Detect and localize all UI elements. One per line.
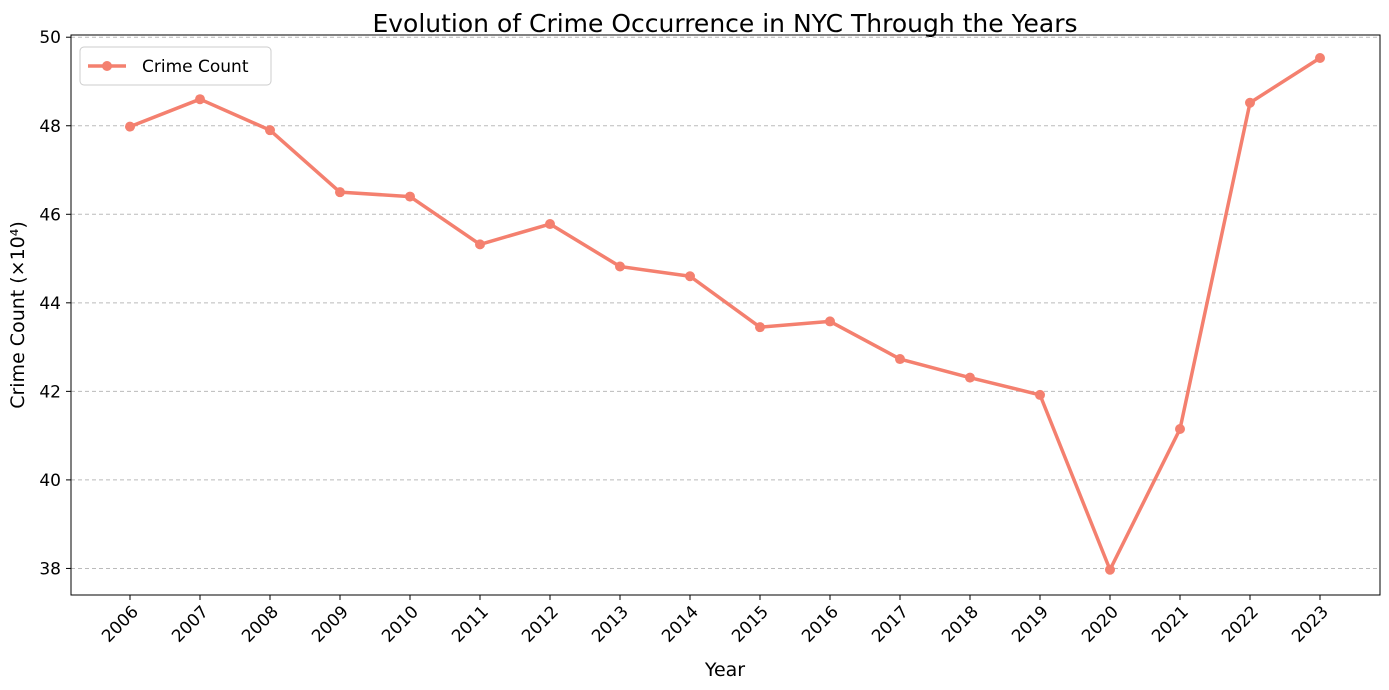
- x-tick-label: 2015: [728, 602, 773, 647]
- y-tick-label: 48: [39, 117, 61, 137]
- legend-box: [79, 46, 272, 86]
- data-point: [755, 322, 765, 333]
- data-point: [965, 372, 975, 383]
- y-tick-label: 38: [39, 559, 61, 579]
- x-tick-label: 2008: [238, 602, 283, 647]
- x-tick-label: 2023: [1288, 602, 1333, 647]
- x-tick-label: 2009: [308, 602, 353, 647]
- x-axis-label: Year: [704, 659, 745, 681]
- x-tick-label: 2012: [518, 602, 563, 647]
- x-tick-label: 2006: [98, 602, 143, 647]
- data-point: [1105, 564, 1115, 575]
- y-tick-label: 46: [39, 205, 61, 225]
- data-point: [1035, 389, 1045, 400]
- data-point: [825, 316, 835, 327]
- y-tick-label: 42: [39, 382, 61, 402]
- series-line: [128, 56, 1322, 572]
- data-point: [545, 219, 555, 230]
- x-tick-label: 2013: [588, 602, 633, 647]
- legend-label: Crime Count: [142, 57, 249, 77]
- x-tick-label: 2010: [378, 602, 423, 647]
- legend: Crime Count: [79, 46, 272, 86]
- y-axis-label: Crime Count (×10⁴): [7, 221, 29, 409]
- y-tick-label: 50: [39, 28, 61, 48]
- x-tick-label: 2007: [168, 602, 213, 647]
- x-tick-label: 2017: [868, 602, 913, 647]
- x-axis-ticks: 2006 2007 2008 2009 2010 2011 2012 2013 2014 2015…: [98, 595, 1333, 647]
- data-point: [475, 239, 485, 250]
- data-point: [1315, 53, 1325, 64]
- data-point: [615, 261, 625, 272]
- x-tick-label: 2021: [1148, 602, 1193, 647]
- data-point: [1245, 97, 1255, 108]
- series-layer: [125, 53, 1325, 575]
- data-point: [685, 271, 695, 282]
- y-tick-label: 44: [39, 294, 61, 314]
- data-point: [405, 191, 415, 202]
- x-tick-label: 2014: [658, 602, 703, 647]
- x-tick-label: 2016: [798, 602, 843, 647]
- y-tick-label: 40: [39, 471, 61, 491]
- x-tick-label: 2011: [448, 602, 493, 647]
- chart-title: Evolution of Crime Occurrence in NYC Thr…: [372, 9, 1077, 38]
- data-point: [335, 187, 345, 198]
- data-point: [125, 121, 135, 132]
- x-tick-label: 2022: [1218, 602, 1263, 647]
- plot-frame: [70, 34, 1381, 596]
- x-tick-label: 2018: [938, 602, 983, 647]
- y-axis-ticks: 38 40 42 44 46 48 50: [39, 28, 71, 579]
- x-tick-label: 2019: [1008, 602, 1053, 647]
- data-point: [195, 94, 205, 105]
- legend-marker-swatch: [102, 61, 112, 71]
- x-tick-label: 2020: [1078, 602, 1123, 647]
- data-point: [895, 354, 905, 365]
- data-point: [265, 125, 275, 136]
- data-point: [1175, 423, 1185, 434]
